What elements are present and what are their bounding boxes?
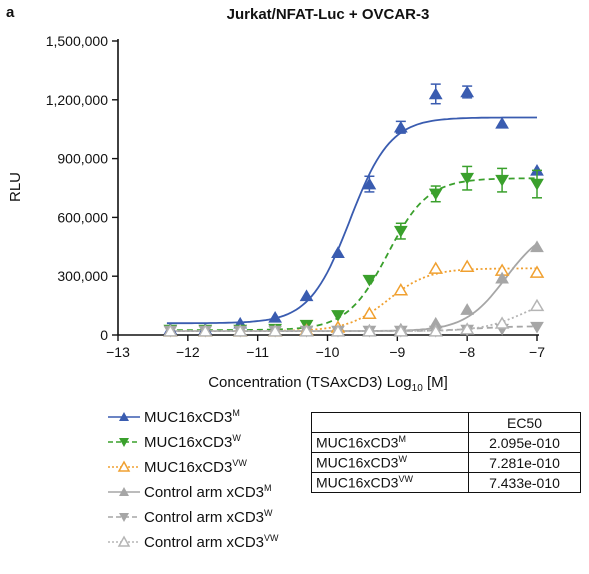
- data-point: [529, 265, 545, 278]
- legend-label: Control arm xCD3M: [144, 482, 272, 501]
- data-point: [459, 322, 475, 335]
- chart-title: Jurkat/NFAT-Luc + OVCAR-3: [227, 6, 430, 23]
- x-tick-label: −9: [389, 344, 405, 360]
- data-point: [163, 324, 178, 337]
- legend-item: MUC16xCD3VW: [108, 454, 303, 479]
- fit-curve: [166, 116, 537, 325]
- y-tick-label: 0: [100, 327, 108, 343]
- table-row: MUC16xCD3VW 7.433e-010: [311, 472, 581, 493]
- fit-curves: [166, 116, 538, 332]
- data-point: [267, 324, 283, 337]
- y-axis-label: RLU: [7, 172, 24, 202]
- data-point: [428, 188, 443, 201]
- data-point: [299, 324, 314, 337]
- data-point: [362, 274, 377, 287]
- axes: −13 −12 −11 −10 −9 −8 −7 0 300,000 600,000 900,000…: [46, 33, 545, 360]
- data-point: [362, 306, 377, 319]
- fit-curve: [166, 306, 538, 332]
- data-point: [393, 120, 408, 133]
- y-tick-label: 900,000: [57, 151, 108, 167]
- table-header-blank: [311, 412, 469, 433]
- legend-item: MUC16xCD3M: [108, 404, 303, 429]
- legend-label: MUC16xCD3VW: [144, 457, 247, 476]
- table-header-row: EC50: [311, 412, 581, 433]
- x-tick-label: −12: [176, 344, 200, 360]
- fit-curve: [166, 267, 537, 332]
- table-cell-value: 2.095e-010: [468, 432, 581, 453]
- y-tick-label: 300,000: [57, 268, 108, 284]
- ec50-table: EC50 MUC16xCD3M 2.095e-010 MUC16xCD3W 7.…: [311, 412, 581, 493]
- data-point: [428, 87, 443, 100]
- data-point: [268, 310, 282, 323]
- legend-item: Control arm xCD3W: [108, 504, 303, 529]
- table-header-ec50: EC50: [468, 412, 581, 433]
- y-tick-label: 1,200,000: [46, 92, 108, 108]
- table-cell-name: MUC16xCD3W: [311, 452, 469, 473]
- data-point: [530, 178, 544, 191]
- fit-curve: [166, 177, 537, 331]
- x-tick-label: −10: [316, 344, 340, 360]
- data-point: [495, 271, 509, 284]
- x-tick-label: −13: [106, 344, 130, 360]
- legend-marker-icon: [108, 486, 140, 496]
- x-tick-label: −7: [529, 344, 545, 360]
- fit-curve: [166, 242, 538, 332]
- data-point: [393, 324, 409, 337]
- table-cell-value: 7.281e-010: [468, 452, 581, 473]
- data-point: [331, 310, 345, 322]
- data-point: [362, 324, 377, 337]
- data-point: [460, 303, 475, 315]
- legend-item: MUC16xCD3W: [108, 429, 303, 454]
- legend-label: Control arm xCD3W: [144, 507, 273, 526]
- legend-marker-icon: [108, 411, 140, 421]
- table-cell-name: MUC16xCD3M: [311, 432, 469, 453]
- legend-label: MUC16xCD3W: [144, 432, 241, 451]
- legend-marker-icon: [108, 459, 140, 472]
- data-point: [460, 85, 475, 98]
- legend-marker-icon: [108, 437, 140, 447]
- data-point: [393, 283, 409, 296]
- data-point: [331, 246, 345, 258]
- table-cell-name: MUC16xCD3VW: [311, 472, 469, 493]
- chart: Jurkat/NFAT-Luc + OVCAR-3 RLU Concentrat…: [7, 6, 545, 394]
- data-point: [460, 172, 475, 185]
- y-tick-label: 600,000: [57, 209, 108, 225]
- data-point: [393, 225, 408, 238]
- data-point: [197, 324, 213, 337]
- data-points: [163, 83, 545, 338]
- legend-marker-icon: [108, 512, 140, 522]
- legend-item: Control arm xCD3VW: [108, 529, 303, 554]
- legend: MUC16xCD3M MUC16xCD3W MUC16xCD3VW Contro…: [108, 404, 303, 554]
- data-point: [299, 289, 314, 302]
- data-point: [428, 261, 444, 274]
- legend-marker-icon: [108, 534, 140, 547]
- data-point: [232, 324, 248, 337]
- data-point: [428, 324, 444, 337]
- data-point: [362, 177, 377, 190]
- data-point: [530, 240, 544, 253]
- y-tick-label: 1,500,000: [46, 33, 108, 49]
- table-cell-value: 7.433e-010: [468, 472, 581, 493]
- x-axis-label: Concentration (TSAxCD3) Log10 [M]: [208, 374, 448, 394]
- x-tick-label: −8: [459, 344, 475, 360]
- legend-label: MUC16xCD3M: [144, 407, 240, 426]
- table-row: MUC16xCD3W 7.281e-010: [311, 452, 581, 473]
- data-point: [530, 321, 544, 334]
- x-tick-label: −11: [246, 344, 269, 360]
- data-point: [494, 316, 510, 329]
- table-row: MUC16xCD3M 2.095e-010: [311, 432, 581, 453]
- data-point: [330, 324, 346, 337]
- legend-item: Control arm xCD3M: [108, 479, 303, 504]
- legend-label: Control arm xCD3VW: [144, 532, 279, 551]
- panel-letter: a: [6, 4, 15, 21]
- data-point: [495, 174, 509, 187]
- data-point: [459, 259, 475, 272]
- data-point: [529, 298, 545, 312]
- data-point: [495, 116, 509, 129]
